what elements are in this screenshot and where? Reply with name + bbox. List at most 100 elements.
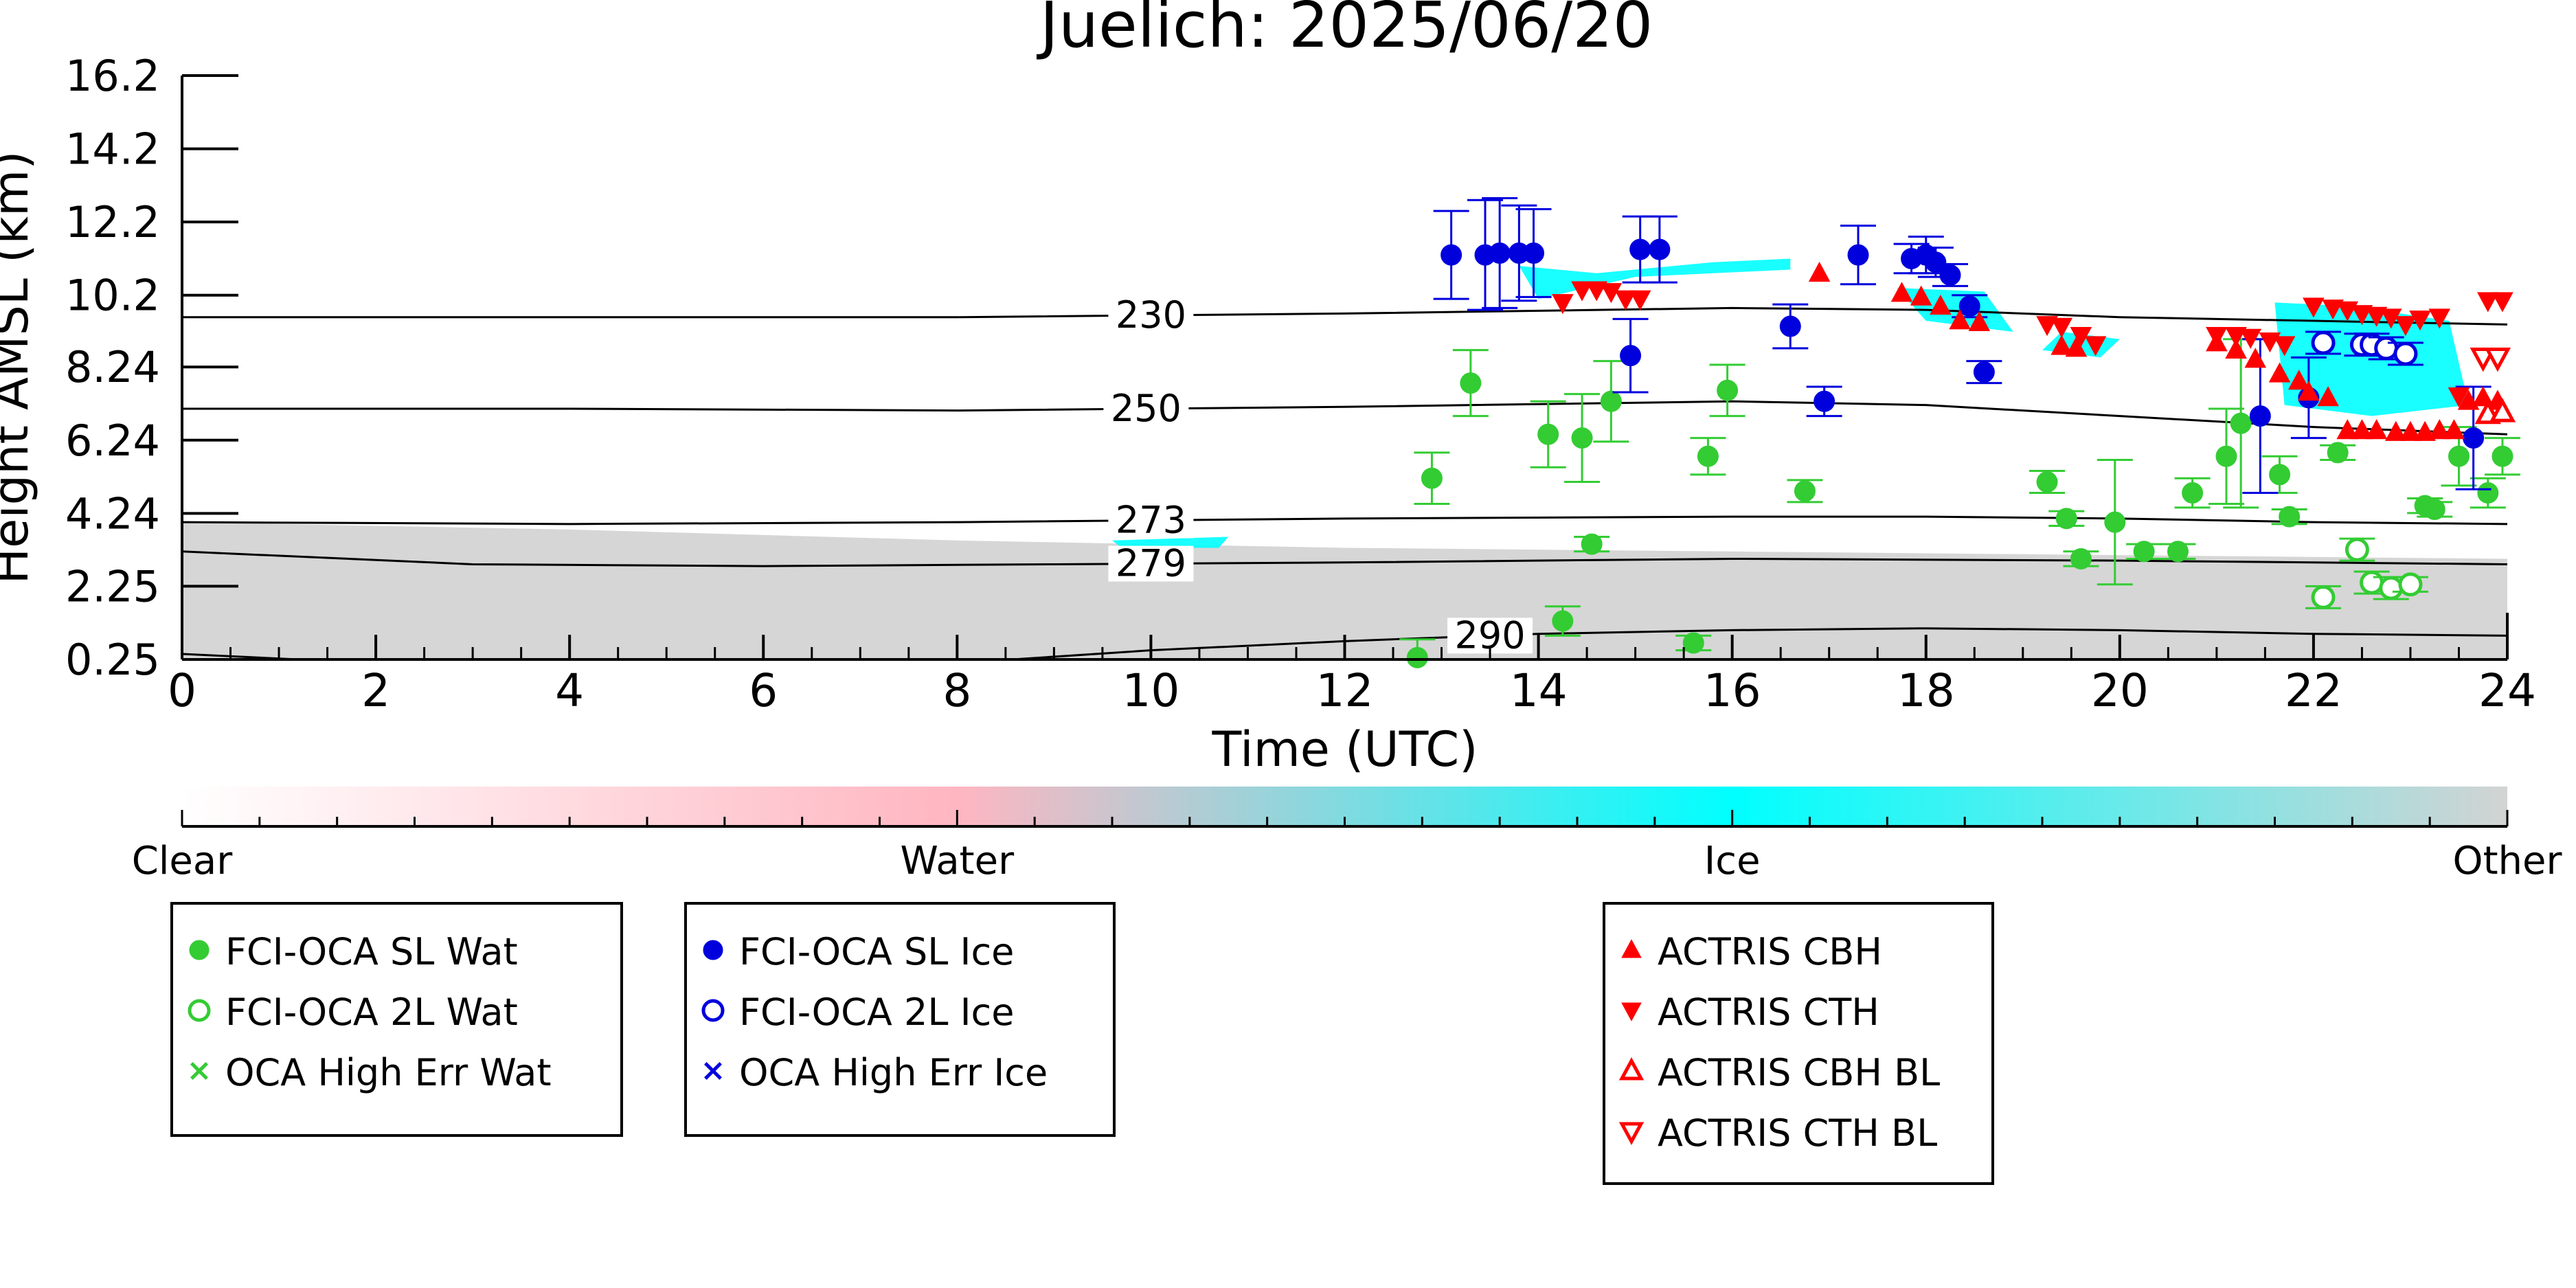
legend-marker [1618, 1057, 1645, 1081]
legend-label: FCI-OCA 2L Ice [739, 991, 1014, 1034]
legend-marker [1621, 1002, 1642, 1021]
x-tick-label: 22 [2285, 664, 2342, 717]
data-point [2279, 506, 2301, 528]
legend-marker [704, 1062, 722, 1080]
data-point [2206, 327, 2228, 348]
data-point [2327, 442, 2349, 464]
data-point [1890, 282, 1913, 302]
data-point [1682, 632, 1704, 654]
data-point [2492, 292, 2513, 313]
data-point [1600, 390, 1622, 412]
x-tick-label: 2 [361, 664, 390, 717]
series-actris-cth-bl [2470, 348, 2511, 372]
x-tick-label: 10 [1122, 664, 1179, 717]
legend-item: FCI-OCA SL Ice [703, 930, 1014, 973]
legend-label: FCI-OCA 2L Wat [225, 991, 518, 1034]
data-point [2311, 585, 2336, 609]
data-point [2365, 306, 2388, 327]
data-point [1717, 379, 1739, 401]
legend-label: ACTRIS CTH BL [1658, 1111, 1937, 1155]
legend-item: FCI-OCA 2L Wat [188, 991, 518, 1034]
data-point [1847, 244, 1869, 266]
legend-label: OCA High Err Wat [225, 1051, 552, 1094]
x-tick-label: 12 [1316, 664, 1374, 717]
data-point [2365, 419, 2388, 440]
data-point [1794, 480, 1816, 502]
data-point [2133, 541, 2155, 563]
data-point [1910, 285, 1932, 306]
series-fci-oca-2l-wat [2305, 537, 2428, 609]
legend-item: ACTRIS CBH [1621, 930, 1882, 973]
data-point [1649, 238, 1671, 260]
data-point [2448, 387, 2470, 408]
data-point [2317, 386, 2339, 407]
legend-label: FCI-OCA SL Wat [225, 930, 518, 973]
data-point [2249, 405, 2271, 427]
data-point [1581, 533, 1603, 555]
legend-marker [703, 940, 723, 960]
data-point [1406, 646, 1428, 668]
data-point [2303, 297, 2325, 318]
y-tick-label: 16.2 [65, 51, 160, 101]
isotherm-line [182, 550, 2507, 567]
data-point [2287, 370, 2310, 390]
legend-marker [190, 1062, 208, 1080]
data-point [2065, 337, 2088, 357]
legend-label: ACTRIS CBH [1658, 930, 1882, 973]
data-point [2398, 572, 2423, 597]
data-point [2182, 482, 2204, 504]
data-point [1489, 242, 1511, 264]
isotherm-line [182, 306, 2507, 326]
series-fci-oca-sl-wat [1399, 338, 2520, 668]
data-point [2484, 348, 2511, 372]
background-ice-region [1519, 258, 1791, 300]
isotherm-line [182, 515, 2507, 526]
legend-label: OCA High Err Ice [739, 1051, 1048, 1094]
legend-frame [684, 902, 1116, 1137]
legend-marker [189, 940, 210, 960]
data-point [2374, 336, 2399, 361]
isotherm-label: 279 [1116, 542, 1186, 585]
data-point [2448, 445, 2470, 467]
isotherm-label: 273 [1116, 498, 1186, 541]
x-tick-label: 20 [2091, 664, 2149, 717]
data-point [2104, 511, 2126, 533]
y-tick-label: 14.2 [65, 124, 160, 174]
data-point [2472, 386, 2494, 407]
data-point [2036, 471, 2058, 493]
data-point [1958, 295, 1980, 317]
legend: FCI-OCA SL Wat FCI-OCA 2L Wat OCA High Err… [170, 902, 1994, 1185]
y-tick-label: 6.24 [65, 416, 160, 466]
data-point [2492, 445, 2513, 467]
colorbar-label: Ice [1704, 839, 1761, 883]
data-point [2463, 427, 2485, 449]
colorbar: Clear Water Ice Other [132, 787, 2562, 883]
data-point [2424, 499, 2445, 521]
data-point [2215, 445, 2237, 467]
data-point [1939, 264, 1961, 286]
data-point [1537, 423, 1559, 445]
data-point [2244, 348, 2267, 368]
data-point [2428, 419, 2451, 440]
data-point [1925, 251, 1947, 273]
colorbar-label: Clear [132, 839, 233, 883]
legend-item: ACTRIS CTH [1621, 991, 1879, 1034]
data-point [1421, 467, 1443, 489]
axis-ticks: 0 2 4 6 8 10 12 14 16 18 20 22 240.252.254.246.248.2… [65, 51, 2536, 717]
x-tick-label: 8 [942, 664, 971, 717]
x-tick-label: 16 [1704, 664, 1761, 717]
isotherm-line [182, 627, 2507, 659]
data-point [2055, 508, 2077, 530]
y-tick-label: 8.24 [65, 342, 160, 392]
series-actris-cbh [1808, 261, 2509, 441]
data-point [2050, 335, 2073, 355]
y-tick-label: 0.25 [65, 635, 160, 685]
legend-marker [188, 999, 211, 1022]
legend-marker [1618, 1122, 1645, 1145]
y-tick-label: 4.24 [65, 488, 160, 539]
data-point [1440, 244, 1462, 266]
data-point [2322, 300, 2344, 320]
data-point [2050, 317, 2073, 338]
legend-box: FCI-OCA SL Wat FCI-OCA 2L Wat OCA High Err… [170, 902, 623, 1137]
data-point [2167, 541, 2189, 563]
